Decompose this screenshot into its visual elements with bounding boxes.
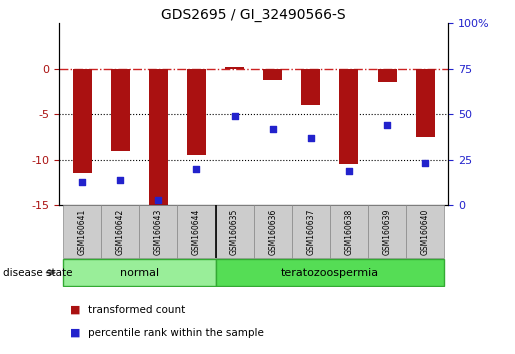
Text: GSM160635: GSM160635	[230, 209, 239, 255]
Point	[154, 197, 162, 203]
Text: teratozoospermia: teratozoospermia	[281, 268, 379, 278]
Text: GSM160642: GSM160642	[116, 209, 125, 255]
Point	[269, 126, 277, 132]
Text: percentile rank within the sample: percentile rank within the sample	[88, 328, 264, 338]
Text: ■: ■	[70, 305, 80, 315]
Bar	[73, 69, 92, 173]
Bar	[416, 69, 435, 137]
Point	[345, 168, 353, 173]
Text: transformed count: transformed count	[88, 305, 185, 315]
Bar	[187, 69, 206, 155]
Bar	[149, 69, 168, 207]
Title: GDS2695 / GI_32490566-S: GDS2695 / GI_32490566-S	[161, 8, 346, 22]
Bar	[63, 259, 215, 286]
Bar	[253, 205, 292, 258]
Bar	[330, 205, 368, 258]
Bar	[215, 259, 444, 286]
Bar	[63, 205, 101, 258]
Bar	[263, 69, 282, 80]
Text: GSM160637: GSM160637	[306, 209, 315, 255]
Bar	[406, 205, 444, 258]
Text: GSM160643: GSM160643	[154, 209, 163, 255]
Bar	[111, 69, 130, 151]
Bar	[377, 69, 397, 82]
Bar	[368, 205, 406, 258]
Text: normal: normal	[119, 268, 159, 278]
Text: disease state: disease state	[3, 268, 72, 278]
Point	[383, 122, 391, 128]
Text: GSM160644: GSM160644	[192, 209, 201, 255]
Point	[78, 179, 86, 184]
Bar	[339, 69, 358, 164]
Bar	[177, 205, 215, 258]
Text: GSM160640: GSM160640	[421, 209, 430, 255]
Bar	[101, 205, 139, 258]
Bar	[301, 69, 320, 105]
Point	[421, 161, 430, 166]
Bar	[292, 205, 330, 258]
Bar	[139, 205, 177, 258]
Text: GSM160639: GSM160639	[383, 209, 391, 255]
Bar	[215, 205, 253, 258]
Point	[192, 166, 200, 172]
Bar	[225, 67, 244, 69]
Text: GSM160636: GSM160636	[268, 209, 277, 255]
Text: GSM160641: GSM160641	[78, 209, 87, 255]
Point	[116, 177, 124, 183]
Text: GSM160638: GSM160638	[345, 209, 353, 255]
Text: ■: ■	[70, 328, 80, 338]
Point	[230, 113, 238, 119]
Point	[307, 135, 315, 141]
